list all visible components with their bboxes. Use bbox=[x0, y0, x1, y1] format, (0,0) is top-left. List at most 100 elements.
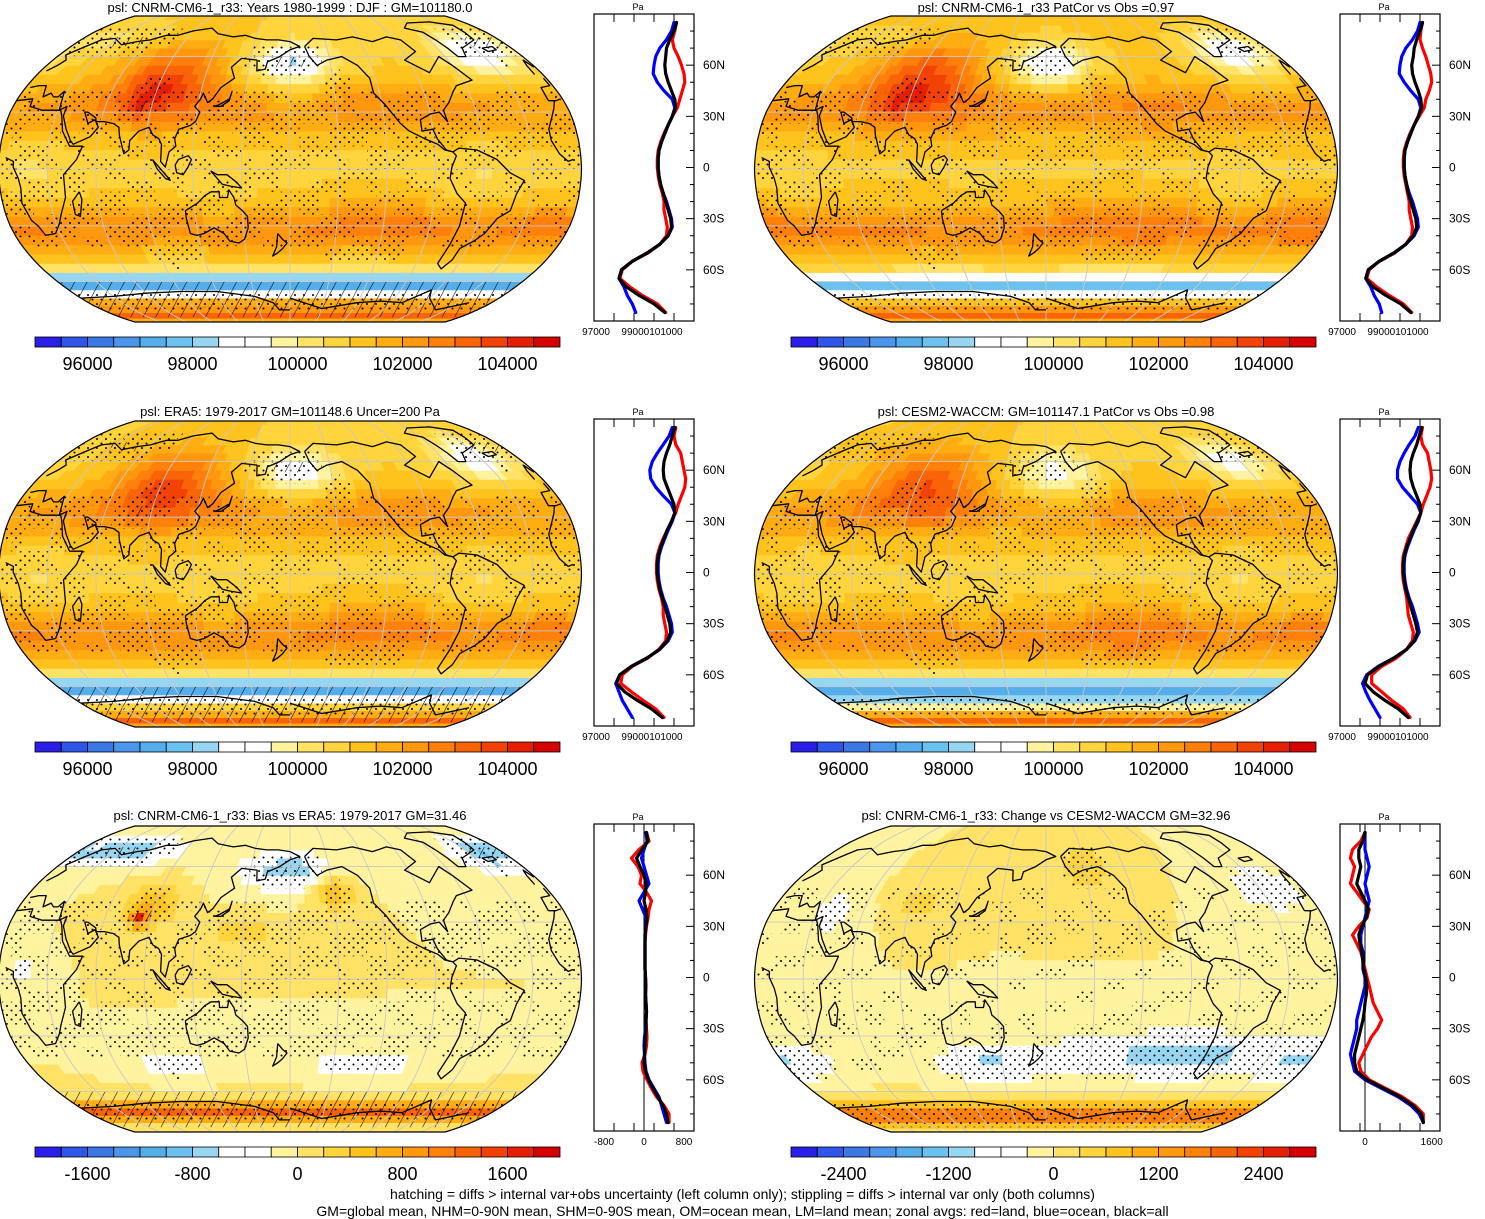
field-cell bbox=[233, 160, 241, 170]
stipple-cell bbox=[442, 203, 453, 214]
stipple-cell bbox=[241, 158, 251, 169]
stipple-cell bbox=[327, 226, 337, 237]
hatch-cell bbox=[282, 281, 290, 291]
stipple-cell bbox=[355, 215, 366, 226]
stipple-cell bbox=[318, 112, 328, 123]
stipple-cell bbox=[242, 135, 252, 146]
stipple-cell bbox=[212, 146, 222, 157]
field-cell bbox=[96, 169, 104, 179]
stipple-cell bbox=[309, 180, 319, 191]
field-cell bbox=[304, 254, 312, 263]
stipple-cell bbox=[234, 226, 244, 237]
stipple-cell bbox=[251, 169, 261, 180]
field-cell bbox=[852, 179, 861, 189]
stipple-cell bbox=[271, 124, 281, 135]
stipple-cell bbox=[300, 192, 310, 203]
field-cell bbox=[475, 179, 484, 189]
colorbar-swatch bbox=[140, 337, 166, 347]
colorbar-swatch bbox=[534, 337, 560, 347]
field-cell bbox=[285, 20, 290, 26]
stipple-cell bbox=[86, 158, 96, 169]
field-cell bbox=[258, 150, 266, 160]
field-cell bbox=[203, 216, 212, 226]
field-cell bbox=[163, 122, 172, 132]
stipple-cell bbox=[271, 215, 281, 226]
stipple-cell bbox=[135, 146, 145, 157]
stipple-cell bbox=[327, 215, 337, 226]
stipple-cell bbox=[135, 180, 145, 191]
field-cell bbox=[1017, 254, 1025, 263]
stipple-cell bbox=[280, 192, 290, 203]
field-cell bbox=[88, 179, 97, 189]
stipple-cell bbox=[319, 180, 329, 191]
stipple-cell bbox=[406, 169, 416, 180]
field-cell bbox=[1052, 281, 1059, 290]
stipple-cell bbox=[339, 169, 349, 180]
stipple-cell bbox=[491, 135, 502, 146]
stipple-cell bbox=[0, 158, 9, 169]
stipple-cell bbox=[337, 124, 347, 135]
panel-1-map bbox=[0, 16, 582, 322]
field-cell bbox=[468, 169, 476, 179]
field-cell bbox=[1231, 179, 1240, 189]
stipple-cell bbox=[280, 146, 290, 157]
stipple-cell bbox=[339, 158, 349, 169]
stipple-cell bbox=[308, 237, 318, 248]
stipple-cell bbox=[328, 135, 338, 146]
stipple-cell bbox=[243, 101, 253, 112]
stipple-cell bbox=[118, 203, 129, 214]
field-cell bbox=[1143, 179, 1151, 189]
field-cell bbox=[273, 32, 280, 40]
field-cell bbox=[280, 20, 286, 26]
field-cell bbox=[385, 207, 394, 217]
field-cell bbox=[419, 169, 427, 179]
stipple-cell bbox=[365, 215, 376, 226]
stipple-cell bbox=[532, 169, 542, 180]
field-cell bbox=[276, 254, 284, 263]
stipple-cell bbox=[213, 203, 223, 214]
field-cell bbox=[419, 160, 427, 170]
stipple-cell bbox=[347, 124, 357, 135]
stipple-cell bbox=[272, 89, 281, 100]
field-cell bbox=[1019, 273, 1027, 282]
panel-1-map-body bbox=[0, 16, 582, 322]
colorbar-swatch bbox=[114, 337, 140, 347]
field-cell bbox=[844, 169, 852, 179]
stipple-cell bbox=[76, 169, 86, 180]
field-cell bbox=[1039, 264, 1046, 273]
stipple-cell bbox=[299, 101, 309, 112]
hatch-cell bbox=[297, 281, 305, 291]
field-cell bbox=[492, 179, 501, 189]
stipple-cell bbox=[404, 203, 415, 214]
stipple-cell bbox=[19, 146, 30, 157]
field-cell bbox=[386, 141, 395, 151]
field-cell bbox=[1026, 273, 1033, 282]
field-cell bbox=[282, 179, 290, 189]
field-cell bbox=[1018, 264, 1026, 273]
zonal-ytick-label: 30S bbox=[703, 212, 724, 226]
field-cell bbox=[120, 160, 128, 170]
stipple-cell bbox=[280, 158, 290, 169]
field-cell bbox=[296, 32, 302, 40]
field-cell bbox=[277, 273, 284, 282]
field-cell bbox=[917, 188, 926, 198]
field-cell bbox=[303, 273, 310, 282]
stipple-cell bbox=[542, 169, 552, 180]
stipple-cell bbox=[144, 158, 154, 169]
colorbar-swatch bbox=[166, 337, 192, 347]
field-cell bbox=[1062, 216, 1070, 226]
field-cell bbox=[892, 169, 900, 179]
colorbar-swatch bbox=[61, 337, 87, 347]
field-cell bbox=[1046, 313, 1051, 319]
field-cell bbox=[217, 160, 225, 170]
stipple-cell bbox=[204, 203, 214, 214]
stipple-cell bbox=[443, 135, 454, 146]
stipple-cell bbox=[345, 226, 356, 237]
stipple-cell bbox=[464, 180, 475, 191]
field-cell bbox=[283, 273, 290, 282]
field-cell bbox=[282, 226, 290, 236]
stipple-cell bbox=[281, 215, 291, 226]
stipple-cell bbox=[356, 124, 366, 135]
colorbar-swatch bbox=[455, 337, 481, 347]
